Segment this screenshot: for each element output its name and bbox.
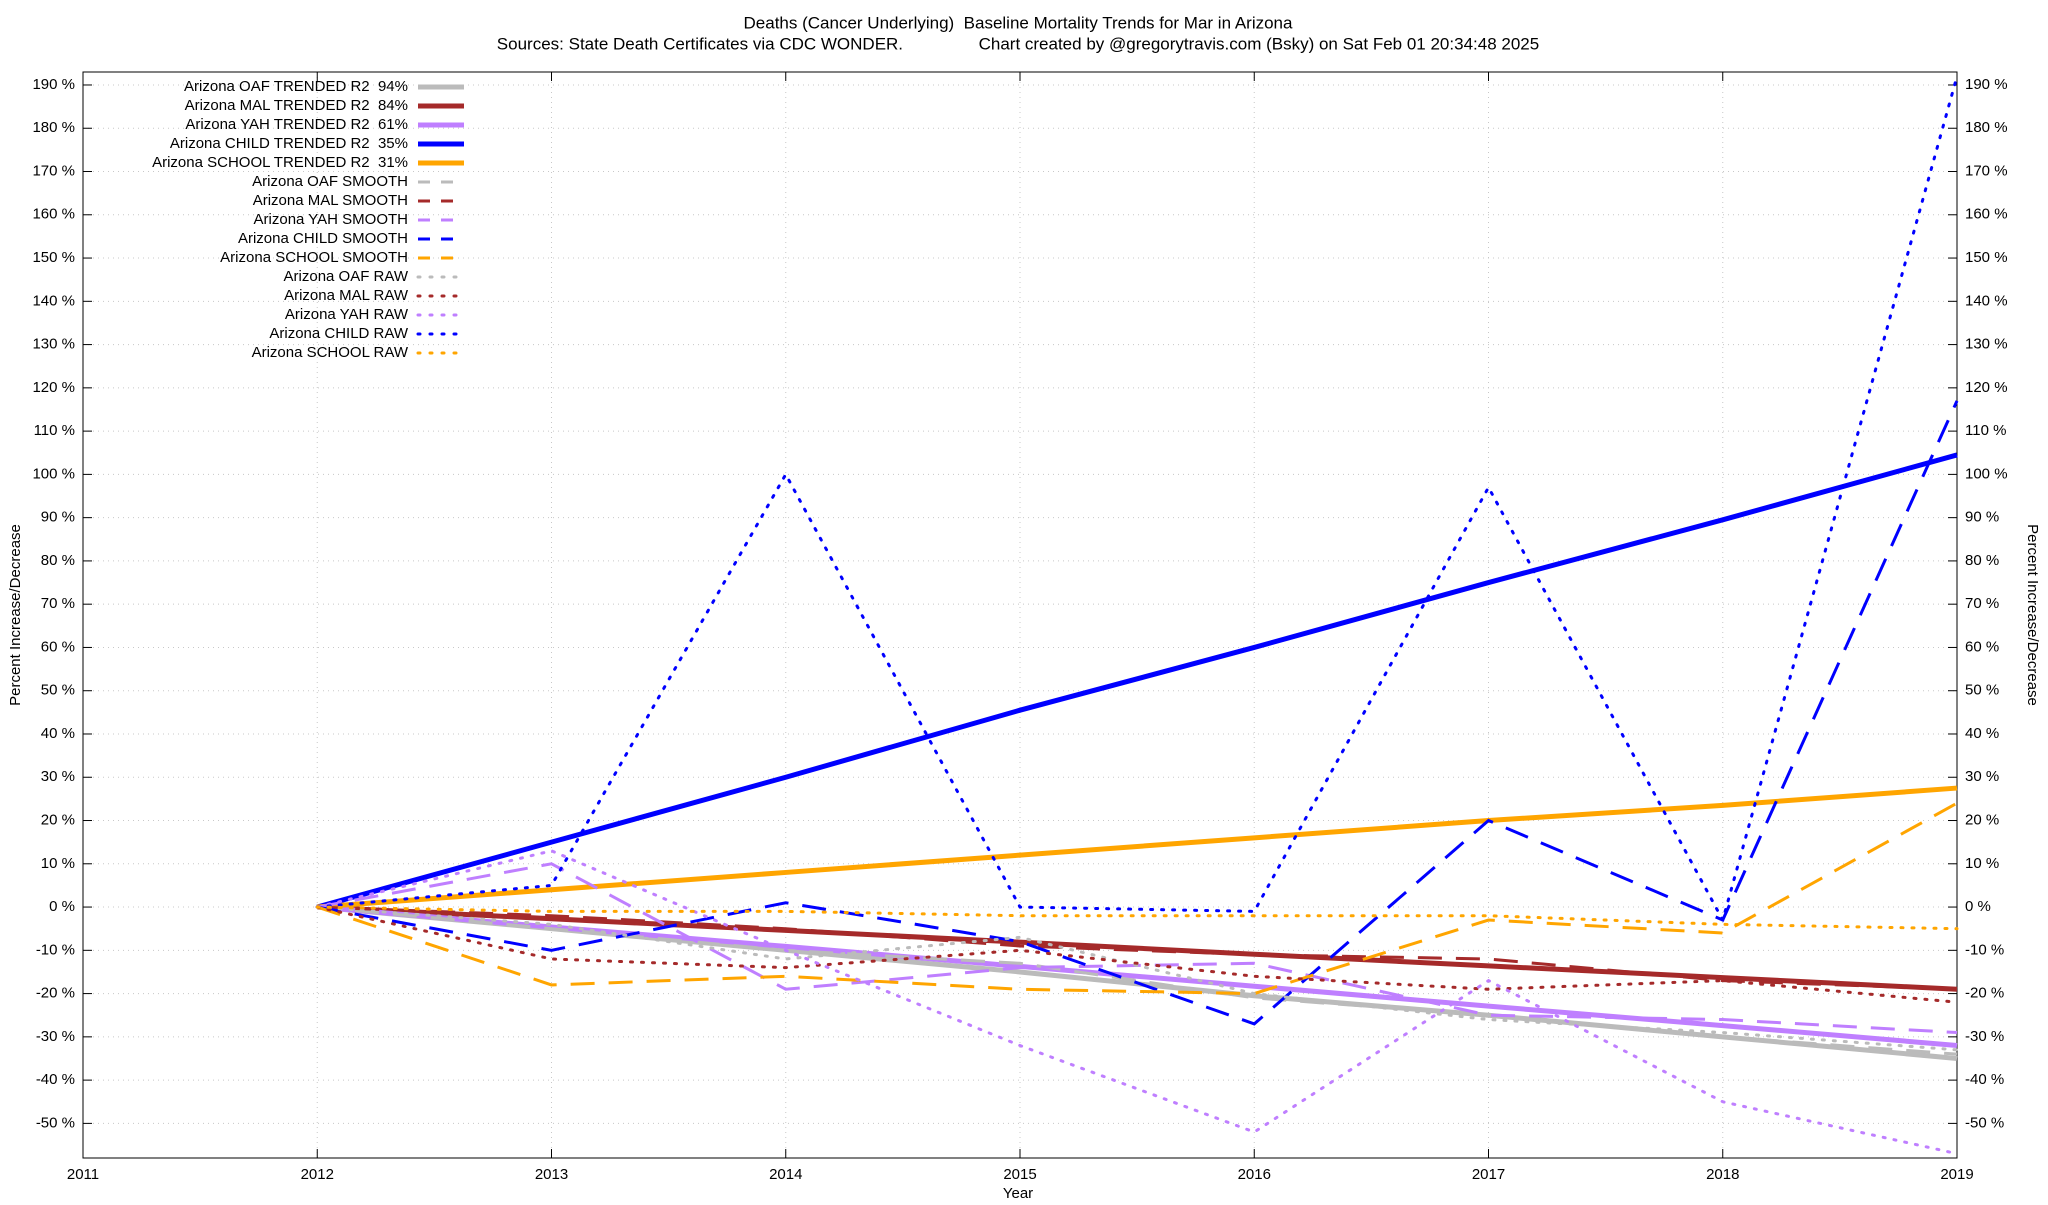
x-tick-label: 2018	[1706, 1166, 1739, 1183]
series-line	[315, 905, 1959, 1004]
legend-label: Arizona MAL SMOOTH	[253, 192, 408, 209]
legend-label: Arizona YAH TRENDED R2 61%	[185, 116, 408, 133]
y2-tick-label: 90 %	[1965, 509, 1999, 526]
y2-tick-label: 20 %	[1965, 811, 1999, 828]
x-tick-label: 2019	[1940, 1166, 1973, 1183]
x-tick-label: 2011	[67, 1166, 99, 1183]
legend-label: Arizona CHILD TRENDED R2 35%	[170, 135, 408, 152]
legend-label: Arizona OAF RAW	[284, 268, 409, 285]
y2-tick-label: -10 %	[1965, 941, 2004, 958]
y2-tick-label: 110 %	[1965, 422, 2006, 439]
chart-title: Deaths (Cancer Underlying) Baseline Mort…	[744, 13, 1293, 32]
legend-label: Arizona SCHOOL RAW	[252, 344, 409, 361]
y2-tick-label: 70 %	[1965, 595, 1999, 612]
y-tick-label: -50 %	[36, 1114, 75, 1131]
y-tick-label: 170 %	[32, 162, 75, 179]
series-line	[316, 801, 1958, 996]
x-tick-label: 2017	[1472, 1166, 1505, 1183]
series-line	[315, 905, 1959, 1052]
legend-label: Arizona YAH RAW	[285, 306, 409, 323]
y-tick-label: 10 %	[41, 855, 75, 872]
y2-tick-label: 30 %	[1965, 768, 1999, 785]
legend-label: Arizona CHILD RAW	[269, 325, 408, 342]
y2-tick-label: 40 %	[1965, 725, 1999, 742]
x-tick-label: 2015	[1003, 1166, 1036, 1183]
y-tick-label: 90 %	[41, 509, 75, 526]
y-tick-label: 0 %	[49, 898, 75, 915]
y-tick-label: 100 %	[32, 465, 75, 482]
x-tick-label: 2014	[769, 1166, 802, 1183]
y-tick-label: 70 %	[41, 595, 75, 612]
y2-tick-label: 130 %	[1965, 336, 2008, 353]
y-tick-label: 110 %	[34, 422, 75, 439]
y2-tick-label: 0 %	[1965, 898, 1991, 915]
y-tick-label: 40 %	[41, 725, 75, 742]
legend-label: Arizona SCHOOL SMOOTH	[220, 249, 408, 266]
y-axis-label: Percent Increase/Decrease	[7, 524, 24, 706]
x-tick-label: 2016	[1238, 1166, 1271, 1183]
y2-tick-label: 180 %	[1965, 119, 2008, 136]
y2-tick-label: -30 %	[1965, 1028, 2004, 1045]
y-tick-label: 190 %	[32, 76, 75, 93]
y2-tick-label: 190 %	[1965, 76, 2008, 93]
y-tick-label: 20 %	[41, 811, 75, 828]
series-line	[316, 452, 1958, 910]
y2-tick-label: 140 %	[1965, 292, 2008, 309]
series-line	[317, 905, 1958, 1056]
y2-axis-label: Percent Increase/Decrease	[2024, 524, 2041, 706]
series-line	[315, 74, 1959, 925]
y-tick-label: -10 %	[36, 941, 75, 958]
y2-tick-label: -20 %	[1965, 985, 2004, 1002]
series-line	[317, 785, 1958, 910]
legend-label: Arizona MAL TRENDED R2 84%	[185, 97, 408, 114]
y2-tick-label: 50 %	[1965, 682, 1999, 699]
y-tick-label: 30 %	[41, 768, 75, 785]
y2-tick-label: -50 %	[1965, 1114, 2004, 1131]
y-tick-label: 120 %	[32, 379, 75, 396]
legend-label: Arizona OAF SMOOTH	[252, 173, 408, 190]
y-tick-label: 140 %	[32, 292, 75, 309]
legend-label: Arizona MAL RAW	[284, 287, 409, 304]
y-tick-label: 160 %	[32, 206, 75, 223]
y-tick-label: 130 %	[32, 336, 75, 353]
series-line	[316, 400, 1959, 1026]
x-tick-label: 2013	[535, 1166, 568, 1183]
legend-label: Arizona OAF TRENDED R2 94%	[184, 78, 408, 95]
y2-tick-label: 120 %	[1965, 379, 2008, 396]
legend-label: Arizona CHILD SMOOTH	[238, 230, 408, 247]
legend-label: Arizona YAH SMOOTH	[254, 211, 408, 228]
y2-tick-label: 10 %	[1965, 855, 1999, 872]
y2-tick-label: 100 %	[1965, 465, 2008, 482]
y-tick-label: 180 %	[32, 119, 75, 136]
y2-tick-label: 80 %	[1965, 552, 1999, 569]
y2-tick-label: 170 %	[1965, 162, 2008, 179]
y-tick-label: -30 %	[36, 1028, 75, 1045]
x-tick-label: 2012	[301, 1166, 334, 1183]
y-tick-label: 80 %	[41, 552, 75, 569]
x-axis-label: Year	[1003, 1185, 1033, 1200]
y-tick-label: -40 %	[36, 1071, 75, 1088]
y-tick-label: 150 %	[32, 249, 75, 266]
legend-label: Arizona SCHOOL TRENDED R2 31%	[152, 154, 408, 171]
series-line	[317, 905, 1958, 991]
y-tick-label: 50 %	[41, 682, 75, 699]
plot-frame	[82, 71, 1958, 1159]
y2-tick-label: 160 %	[1965, 206, 2008, 223]
y-tick-label: -20 %	[36, 985, 75, 1002]
series-line	[315, 849, 1959, 1156]
y2-tick-label: -40 %	[1965, 1071, 2004, 1088]
chart-subtitle: Sources: State Death Certificates via CD…	[497, 34, 1539, 53]
y-tick-label: 60 %	[41, 638, 75, 655]
y2-tick-label: 150 %	[1965, 249, 2008, 266]
series-line	[315, 905, 1959, 931]
y2-tick-label: 60 %	[1965, 638, 1999, 655]
